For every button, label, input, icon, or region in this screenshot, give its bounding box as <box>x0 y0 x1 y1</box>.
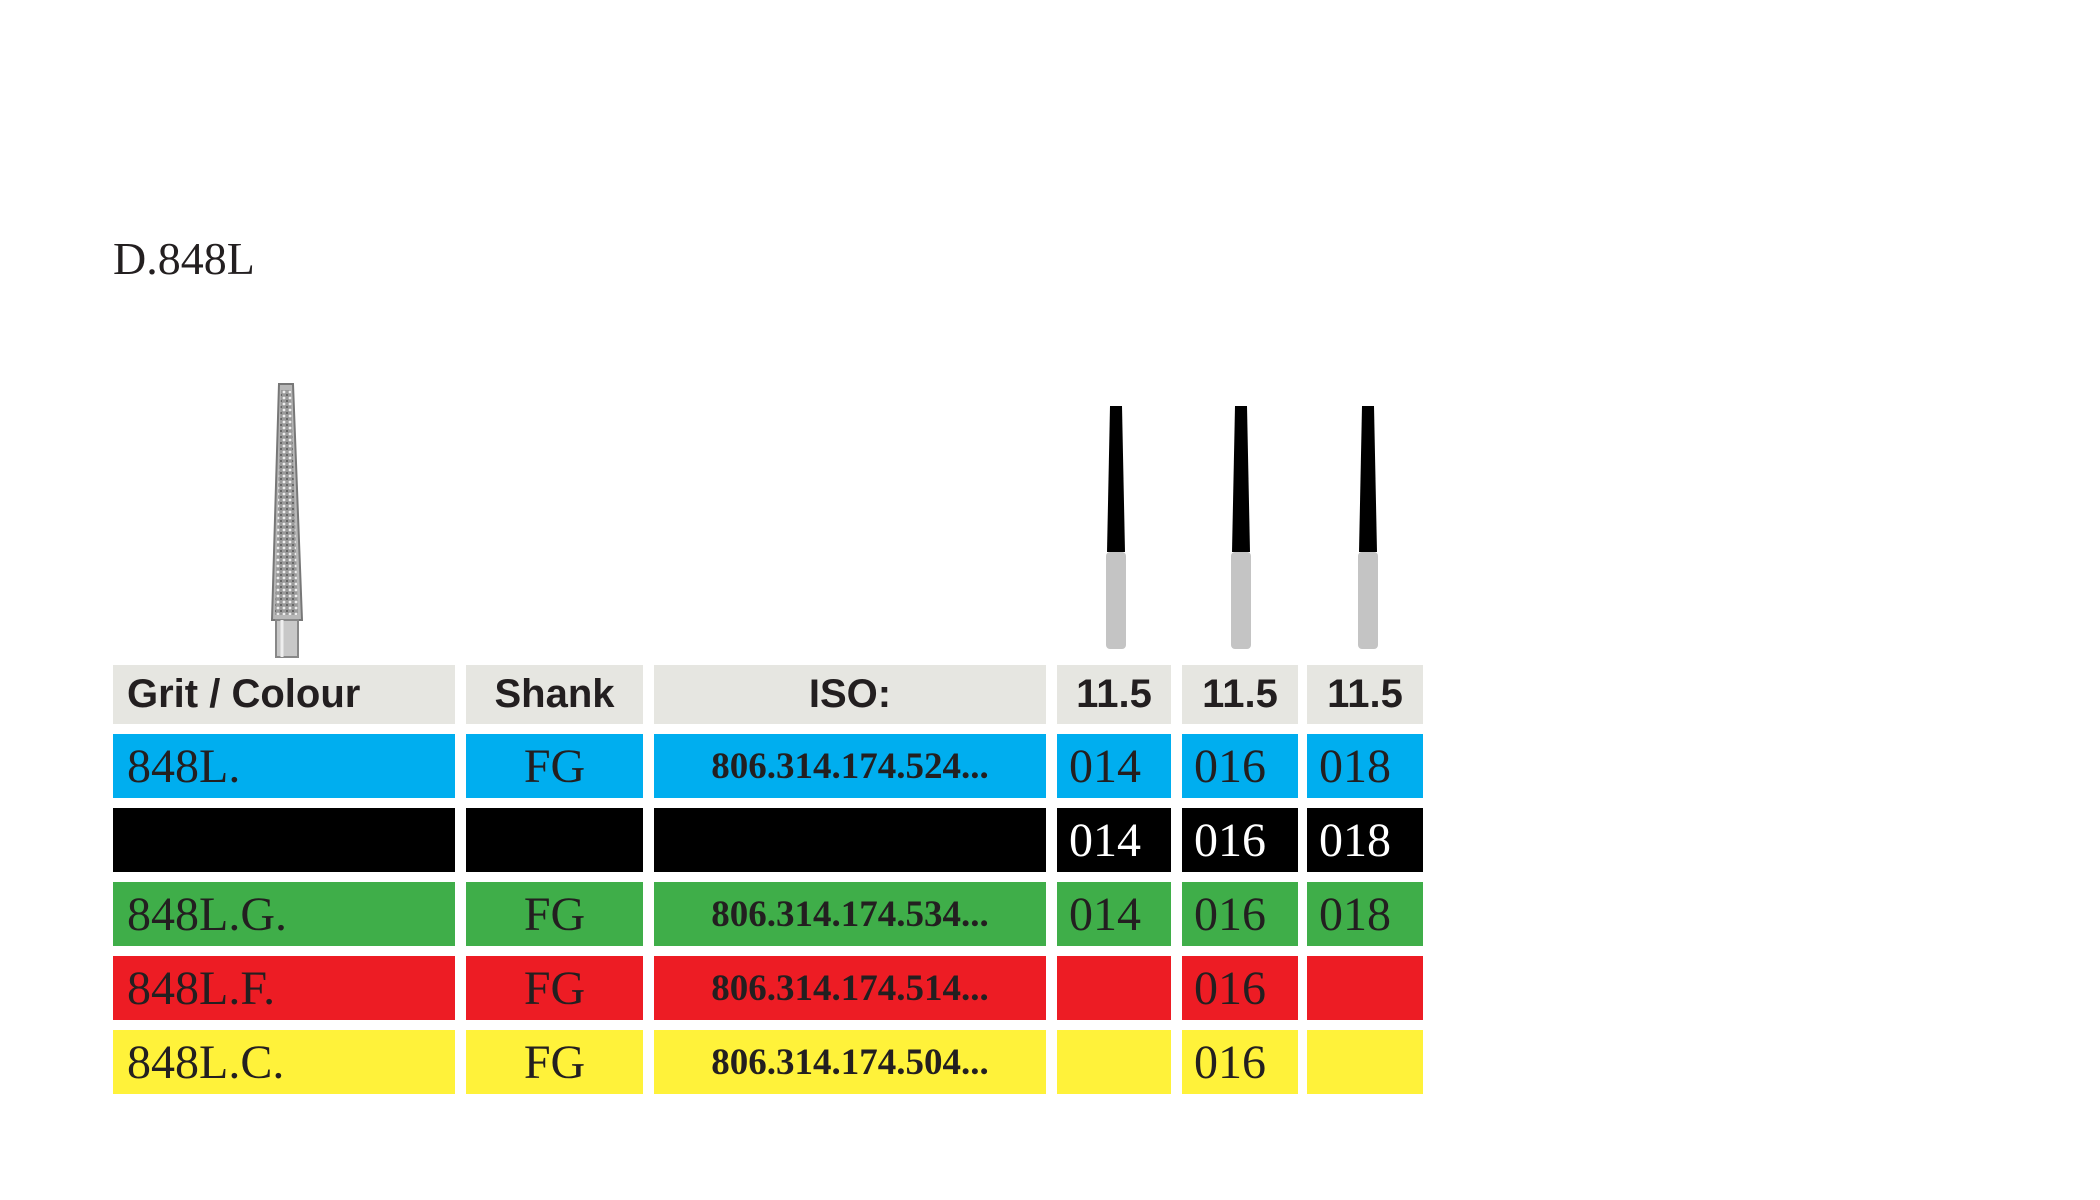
bur-icon <box>1231 406 1251 649</box>
empty-cell <box>113 808 455 872</box>
empty-cell <box>654 808 1046 872</box>
table-cell: 806.314.174.504... <box>654 1030 1046 1094</box>
table-cell: 848L.F. <box>113 956 455 1020</box>
empty-cell <box>466 808 643 872</box>
bur-icon <box>1106 406 1126 649</box>
table-cell: 806.314.174.514... <box>654 956 1046 1020</box>
header-cell: 11.5 <box>1307 665 1423 724</box>
table-cell: 016 <box>1182 734 1298 798</box>
table-cell: 016 <box>1182 808 1298 872</box>
table-cell: FG <box>466 734 643 798</box>
table-cell: FG <box>466 882 643 946</box>
header-cell: Grit / Colour <box>113 665 455 724</box>
table-cell: 848L.G. <box>113 882 455 946</box>
table-cell: 018 <box>1307 734 1423 798</box>
table-cell: 018 <box>1307 808 1423 872</box>
header-cell: Shank <box>466 665 643 724</box>
table-cell: 848L. <box>113 734 455 798</box>
table-cell: 016 <box>1182 882 1298 946</box>
header-cell: 11.5 <box>1182 665 1298 724</box>
empty-cell <box>1307 1030 1423 1094</box>
empty-cell <box>1307 956 1423 1020</box>
empty-cell <box>1057 956 1171 1020</box>
table-cell: 016 <box>1182 1030 1298 1094</box>
diamond-bur <box>270 383 304 658</box>
table-cell: 014 <box>1057 882 1171 946</box>
table-cell: 014 <box>1057 808 1171 872</box>
table-cell: 018 <box>1307 882 1423 946</box>
table-cell: FG <box>466 956 643 1020</box>
table-cell: 848L.C. <box>113 1030 455 1094</box>
empty-cell <box>1057 1030 1171 1094</box>
bur-icon <box>1358 406 1378 649</box>
header-cell: ISO: <box>654 665 1046 724</box>
header-cell: 11.5 <box>1057 665 1171 724</box>
table-cell: 806.314.174.524... <box>654 734 1046 798</box>
table-cell: FG <box>466 1030 643 1094</box>
table-cell: 014 <box>1057 734 1171 798</box>
product-title: D.848L <box>113 233 255 284</box>
table-cell: 806.314.174.534... <box>654 882 1046 946</box>
table-cell: 016 <box>1182 956 1298 1020</box>
